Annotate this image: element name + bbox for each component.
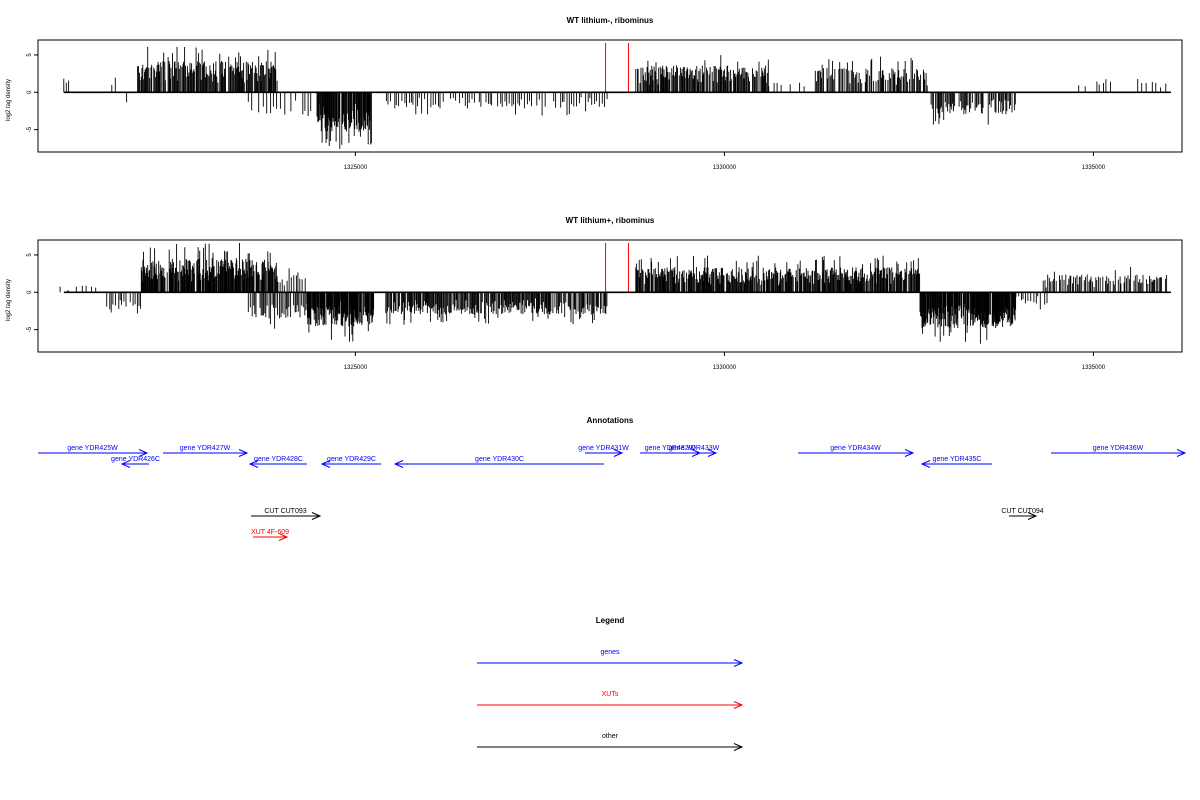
legend-arrowhead bbox=[733, 701, 744, 709]
feature-label: XUT 4F-609 bbox=[251, 529, 289, 536]
x-tick-label: 1335000 bbox=[1082, 365, 1106, 371]
feature-arrowhead bbox=[320, 460, 331, 468]
feature-arrowhead bbox=[138, 449, 149, 457]
annotations-title: Annotations bbox=[587, 416, 634, 425]
feature-label: gene YDR428C bbox=[254, 456, 303, 463]
plot-frame bbox=[37, 39, 1183, 153]
annotation-feature[interactable]: gene YDR433W bbox=[669, 445, 720, 457]
feature-arrowhead bbox=[613, 449, 624, 457]
y-axis-title: log2 tag density bbox=[6, 79, 12, 121]
feature-arrowhead bbox=[904, 449, 915, 457]
y-axis: -5 0 5 bbox=[27, 53, 38, 132]
panel-title: WT lithium-, ribominus bbox=[567, 16, 654, 25]
feature-arrowhead bbox=[311, 512, 322, 520]
legend-item: XUTs bbox=[477, 691, 744, 709]
marker-lines bbox=[605, 43, 629, 93]
feature-label: CUT CUT094 bbox=[1001, 508, 1043, 515]
annotation-feature[interactable]: gene YDR431W bbox=[578, 445, 629, 457]
y-tick-label: 0 bbox=[27, 90, 33, 94]
legend: Legend genes XUTs other bbox=[477, 616, 744, 751]
density-panel-lithium-minus: WT lithium-, ribominus -5 0 5 1325000 13300… bbox=[6, 16, 1183, 171]
feature-arrowhead bbox=[248, 460, 259, 468]
legend-arrowhead bbox=[733, 743, 744, 751]
annotation-features: gene YDR425W gene YDR426C gene YDR427W gene… bbox=[38, 445, 1187, 541]
feature-arrowhead bbox=[120, 460, 131, 468]
legend-label: genes bbox=[600, 649, 620, 656]
feature-label: gene YDR432W bbox=[645, 445, 696, 452]
feature-arrowhead bbox=[238, 449, 249, 457]
panel-title: WT lithium+, ribominus bbox=[566, 216, 655, 225]
legend-item: other bbox=[477, 733, 744, 751]
annotation-feature[interactable]: gene YDR428C bbox=[248, 456, 307, 468]
density-bars bbox=[63, 46, 1167, 149]
y-tick-label: -5 bbox=[27, 126, 33, 132]
annotation-feature[interactable]: XUT 4F-609 bbox=[251, 529, 289, 541]
feature-label: gene YDR434W bbox=[830, 445, 881, 452]
annotation-feature[interactable]: gene YDR435C bbox=[920, 456, 992, 468]
annotation-feature[interactable]: gene YDR427W bbox=[163, 445, 249, 457]
feature-label: gene YDR427W bbox=[180, 445, 231, 452]
annotation-feature[interactable]: gene YDR436W bbox=[1051, 445, 1187, 457]
feature-label: gene YDR433W bbox=[669, 445, 720, 452]
feature-label: gene YDR425W bbox=[67, 445, 118, 452]
feature-arrowhead bbox=[393, 460, 404, 468]
y-axis: -5 0 5 bbox=[27, 253, 38, 332]
density-panel-lithium-plus: WT lithium+, ribominus -5 0 5 1325000 13300… bbox=[6, 216, 1183, 371]
legend-label: XUTs bbox=[602, 691, 619, 698]
annotation-feature[interactable]: gene YDR434W bbox=[798, 445, 915, 457]
annotation-feature[interactable]: gene YDR429C bbox=[320, 456, 381, 468]
x-tick-label: 1330000 bbox=[713, 165, 737, 171]
x-axis: 1325000 1330000 1335000 bbox=[344, 152, 1106, 171]
feature-label: gene YDR429C bbox=[327, 456, 376, 463]
annotation-feature[interactable]: gene YDR426C bbox=[111, 456, 160, 468]
y-axis-title: log2 tag density bbox=[6, 279, 12, 321]
x-tick-label: 1335000 bbox=[1082, 165, 1106, 171]
annotation-feature[interactable]: gene YDR425W bbox=[38, 445, 149, 457]
feature-label: CUT CUT093 bbox=[264, 508, 306, 515]
y-tick-label: 5 bbox=[27, 53, 33, 57]
feature-label: gene YDR436W bbox=[1093, 445, 1144, 452]
density-bars bbox=[59, 243, 1168, 344]
annotation-feature[interactable]: gene YDR430C bbox=[393, 456, 604, 468]
feature-label: gene YDR431W bbox=[578, 445, 629, 452]
feature-arrowhead bbox=[1176, 449, 1187, 457]
x-axis: 1325000 1330000 1335000 bbox=[344, 352, 1106, 371]
y-tick-label: 5 bbox=[27, 253, 33, 257]
feature-arrowhead bbox=[920, 460, 931, 468]
plot-frame bbox=[37, 239, 1183, 353]
feature-arrowhead bbox=[1027, 512, 1038, 520]
y-tick-label: -5 bbox=[27, 326, 33, 332]
feature-arrowhead bbox=[278, 533, 289, 541]
feature-label: gene YDR430C bbox=[475, 456, 524, 463]
legend-label: other bbox=[602, 733, 619, 740]
feature-label: gene YDR435C bbox=[933, 456, 982, 463]
annotation-feature[interactable]: CUT CUT093 bbox=[251, 508, 322, 520]
x-tick-label: 1325000 bbox=[344, 165, 368, 171]
legend-arrowhead bbox=[733, 659, 744, 667]
marker-lines bbox=[605, 243, 629, 293]
x-tick-label: 1325000 bbox=[344, 365, 368, 371]
y-tick-label: 0 bbox=[27, 290, 33, 294]
legend-items: genes XUTs other bbox=[477, 649, 744, 751]
legend-item: genes bbox=[477, 649, 744, 667]
legend-title: Legend bbox=[596, 616, 625, 625]
annotation-feature[interactable]: CUT CUT094 bbox=[1001, 508, 1044, 520]
x-tick-label: 1330000 bbox=[713, 365, 737, 371]
feature-arrowhead bbox=[707, 449, 718, 457]
feature-label: gene YDR426C bbox=[111, 456, 160, 463]
